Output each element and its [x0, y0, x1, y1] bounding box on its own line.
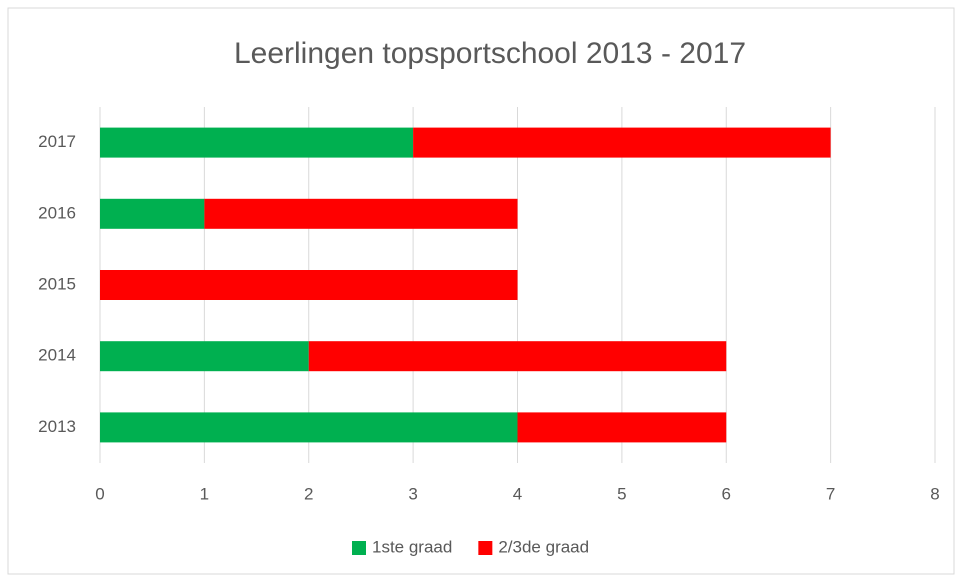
- bar-segment: [100, 412, 518, 443]
- y-tick-label: 2016: [38, 203, 76, 222]
- x-tick-label: 5: [617, 484, 626, 503]
- x-tick-label: 1: [200, 484, 209, 503]
- x-tick-label: 4: [513, 484, 522, 503]
- x-tick-label: 6: [722, 484, 731, 503]
- y-tick-label: 2013: [38, 417, 76, 436]
- bar-segment: [100, 270, 518, 300]
- y-tick-label: 2017: [38, 132, 76, 151]
- bar-segment: [100, 198, 205, 229]
- bar-segment: [100, 341, 309, 372]
- bar-segment: [100, 127, 414, 158]
- chart-title: Leerlingen topsportschool 2013 - 2017: [234, 37, 746, 70]
- bar-segment: [308, 341, 727, 372]
- bar-segment: [413, 127, 831, 158]
- bar-segment: [204, 198, 518, 229]
- bar-segment: [517, 412, 727, 443]
- y-tick-label: 2015: [38, 274, 76, 293]
- legend-label: 2/3de graad: [498, 537, 589, 556]
- legend-label: 1ste graad: [372, 537, 452, 556]
- x-tick-label: 8: [930, 484, 939, 503]
- legend-swatch: [352, 541, 366, 555]
- x-tick-label: 0: [95, 484, 104, 503]
- legend-swatch: [478, 541, 493, 555]
- x-tick-label: 2: [304, 484, 313, 503]
- y-tick-label: 2014: [38, 346, 76, 365]
- x-tick-label: 3: [408, 484, 417, 503]
- x-tick-label: 7: [826, 484, 835, 503]
